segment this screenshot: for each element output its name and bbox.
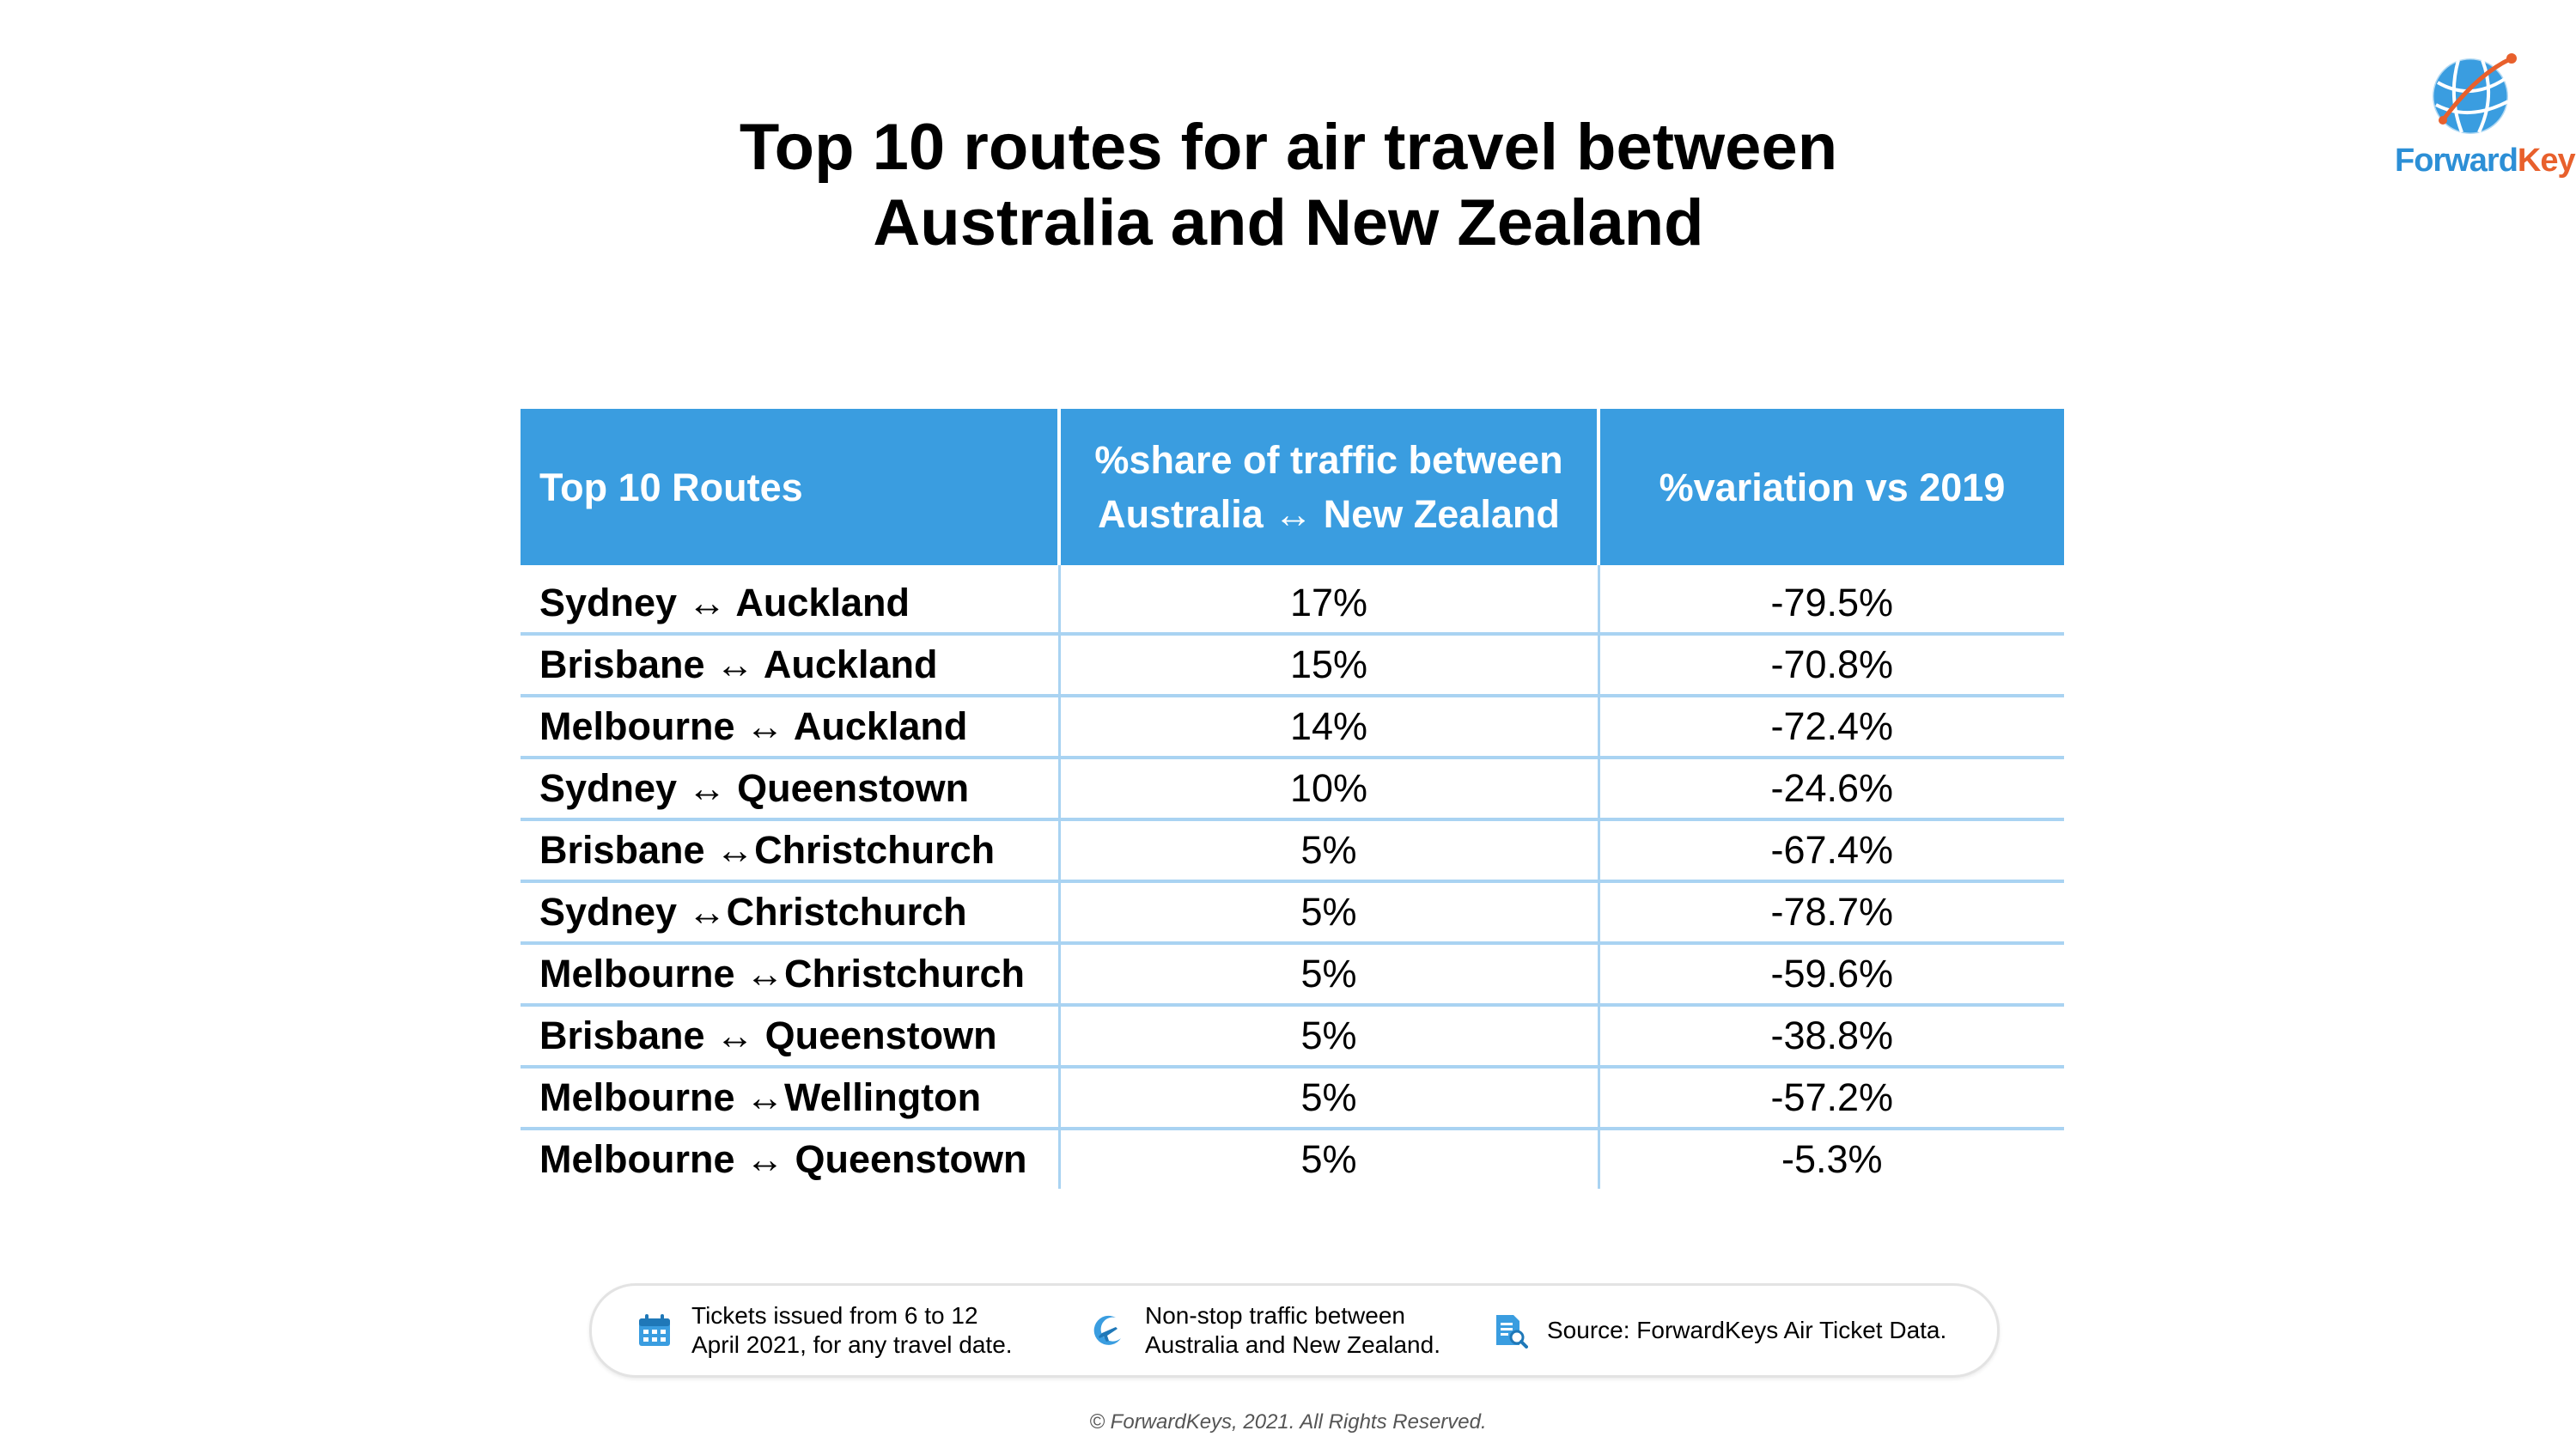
header-spacer bbox=[521, 565, 2064, 574]
table-row: Sydney ↔ Queenstown 10% -24.6% bbox=[521, 758, 2064, 821]
variation-cell: -79.5% bbox=[1599, 574, 2064, 636]
route-cell: Melbourne ↔ Queenstown bbox=[521, 1129, 1061, 1189]
table-header-row: Top 10 Routes %share of traffic between … bbox=[521, 409, 2064, 565]
note2-line-2: Australia and New Zealand. bbox=[1145, 1331, 1440, 1358]
table-row: Brisbane ↔Christchurch 5% -67.4% bbox=[521, 819, 2064, 883]
route-cell: Brisbane ↔ Queenstown bbox=[521, 1005, 1061, 1068]
logo-wordmark: ForwardKeys bbox=[2395, 143, 2576, 180]
logo-text-keys: Keys bbox=[2517, 143, 2576, 179]
table-row: Sydney ↔Christchurch 5% -78.7% bbox=[521, 881, 2064, 945]
note1-line-2: April 2021, for any travel date. bbox=[691, 1331, 1013, 1358]
variation-cell: -59.6% bbox=[1599, 943, 2064, 1007]
share-cell: 5% bbox=[1059, 943, 1600, 1007]
share-cell: 15% bbox=[1059, 634, 1600, 697]
page-title: Top 10 routes for air travel between Aus… bbox=[429, 110, 2147, 261]
routes-table: Top 10 Routes %share of traffic between … bbox=[521, 409, 2064, 1189]
column-header-share: %share of traffic between Australia ↔ Ne… bbox=[1059, 409, 1600, 565]
route-cell: Brisbane ↔ Auckland bbox=[521, 634, 1061, 697]
route-cell: Melbourne ↔Wellington bbox=[521, 1067, 1061, 1130]
airplane-icon bbox=[1093, 1315, 1121, 1345]
note1-line-1: Tickets issued from 6 to 12 bbox=[691, 1302, 978, 1329]
document-search-icon bbox=[1496, 1315, 1528, 1349]
route-cell: Sydney ↔ Queenstown bbox=[521, 758, 1061, 821]
route-cell: Brisbane ↔Christchurch bbox=[521, 819, 1061, 883]
variation-cell: -24.6% bbox=[1599, 758, 2064, 821]
note2-line-1: Non-stop traffic between bbox=[1145, 1302, 1405, 1329]
variation-cell: -72.4% bbox=[1599, 696, 2064, 759]
variation-cell: -5.3% bbox=[1781, 1137, 1883, 1181]
share-cell: 5% bbox=[1059, 1129, 1600, 1189]
variation-cell: -78.7% bbox=[1599, 881, 2064, 945]
note-nonstop: Non-stop traffic between Australia and N… bbox=[1090, 1286, 1440, 1375]
share-cell: 14% bbox=[1059, 696, 1600, 759]
calendar-icon bbox=[639, 1314, 670, 1346]
share-cell: 5% bbox=[1059, 1067, 1600, 1130]
variation-cell: -38.8% bbox=[1599, 1005, 2064, 1068]
share-cell: 10% bbox=[1059, 758, 1600, 821]
logo-text-forward: Forward bbox=[2395, 143, 2518, 179]
table-row: Melbourne ↔ Auckland 14% -72.4% bbox=[521, 696, 2064, 759]
note-source: Source: ForwardKeys Air Ticket Data. bbox=[1492, 1286, 1946, 1375]
route-cell: Sydney ↔ Auckland bbox=[521, 574, 1061, 636]
note3-text: Source: ForwardKeys Air Ticket Data. bbox=[1547, 1317, 1947, 1343]
share-cell: 5% bbox=[1059, 881, 1600, 945]
variation-cell: -67.4% bbox=[1599, 819, 2064, 883]
note-ticket-dates: Tickets issued from 6 to 12 April 2021, … bbox=[636, 1286, 1013, 1375]
table-row: Melbourne ↔Christchurch 5% -59.6% bbox=[521, 943, 2064, 1007]
route-cell: Sydney ↔Christchurch bbox=[521, 881, 1061, 945]
column-header-variation: %variation vs 2019 bbox=[1599, 409, 2064, 565]
forwardkeys-logo: ForwardKeys bbox=[2395, 48, 2576, 186]
title-line-2: Australia and New Zealand bbox=[873, 186, 1704, 259]
table-row: Sydney ↔ Auckland 17% -79.5% bbox=[521, 574, 2064, 636]
table-row: Brisbane ↔ Queenstown 5% -38.8% bbox=[521, 1005, 2064, 1068]
route-cell: Melbourne ↔Christchurch bbox=[521, 943, 1061, 1007]
column-header-share-line-1: %share of traffic between bbox=[1094, 438, 1563, 482]
table-row: Brisbane ↔ Auckland 15% -70.8% bbox=[521, 634, 2064, 697]
variation-cell: -70.8% bbox=[1599, 634, 2064, 697]
column-header-routes: Top 10 Routes bbox=[521, 409, 1061, 565]
table-row: Melbourne ↔ Queenstown 5% -5.3% bbox=[521, 1129, 2064, 1189]
variation-cell: -57.2% bbox=[1599, 1067, 2064, 1130]
footer-notes: Tickets issued from 6 to 12 April 2021, … bbox=[589, 1283, 2000, 1378]
share-cell: 17% bbox=[1059, 574, 1600, 636]
copyright-notice: © ForwardKeys, 2021. All Rights Reserved… bbox=[1089, 1410, 1487, 1434]
route-cell: Melbourne ↔ Auckland bbox=[521, 696, 1061, 759]
share-cell: 5% bbox=[1059, 819, 1600, 883]
globe-icon bbox=[2431, 53, 2517, 136]
share-cell: 5% bbox=[1059, 1005, 1600, 1068]
title-line-1: Top 10 routes for air travel between bbox=[739, 111, 1838, 184]
column-header-share-line-2: Australia ↔ New Zealand bbox=[1098, 492, 1560, 536]
table-row: Melbourne ↔Wellington 5% -57.2% bbox=[521, 1067, 2064, 1130]
